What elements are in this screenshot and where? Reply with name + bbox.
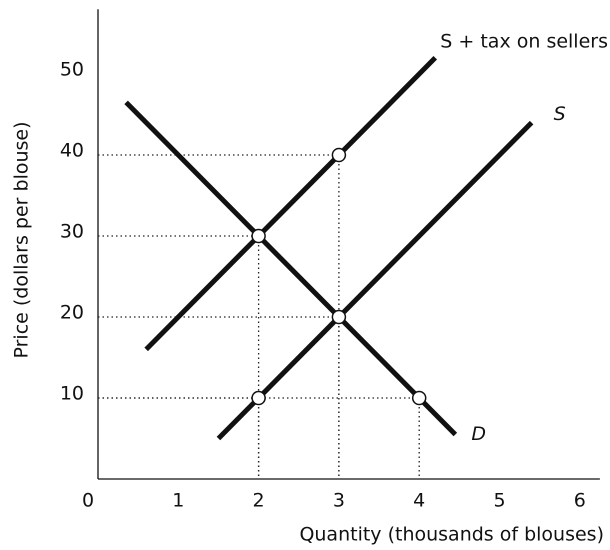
- line-label: D: [471, 423, 486, 445]
- y-tick-label: 40: [60, 140, 84, 162]
- x-tick-label: 2: [253, 490, 265, 512]
- line-label: S: [554, 103, 566, 125]
- x-tick-label: 6: [574, 490, 586, 512]
- x-axis-label: Quantity (thousands of blouses): [299, 524, 604, 546]
- point: [251, 228, 266, 244]
- y-tick-label: 30: [60, 221, 84, 243]
- supply-demand-line: [144, 56, 438, 352]
- point: [251, 390, 266, 406]
- line-label: S + tax on sellers: [440, 30, 608, 52]
- y-axis-label: Price (dollars per blouse): [11, 121, 33, 358]
- x-tick-label: 1: [172, 490, 184, 512]
- x-tick-label: 5: [493, 490, 505, 512]
- x-tick-label: 0: [82, 490, 94, 512]
- x-tick-label: 3: [333, 490, 345, 512]
- point: [411, 390, 427, 406]
- supply-demand-line: [124, 100, 458, 437]
- y-tick-label: 20: [60, 302, 84, 324]
- x-tick-label: 4: [413, 490, 425, 512]
- point: [331, 147, 347, 163]
- y-tick-label: 50: [60, 59, 84, 81]
- point: [331, 309, 347, 325]
- y-tick-label: 10: [60, 383, 84, 405]
- supply-demand-line: [216, 120, 534, 441]
